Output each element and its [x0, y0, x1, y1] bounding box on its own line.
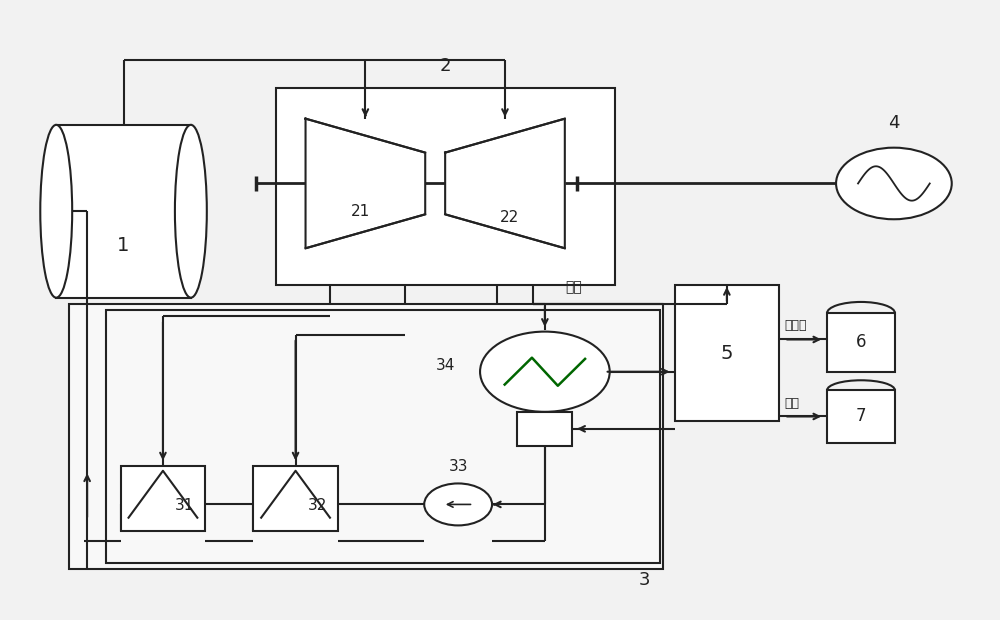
FancyBboxPatch shape	[69, 304, 663, 569]
Text: 蔭汽: 蔭汽	[565, 281, 582, 294]
Ellipse shape	[40, 125, 72, 298]
Text: 3: 3	[639, 572, 650, 590]
Text: 22: 22	[500, 210, 520, 225]
Text: 21: 21	[351, 204, 370, 219]
Text: 32: 32	[308, 498, 327, 513]
FancyBboxPatch shape	[121, 466, 205, 531]
Text: 冷凝水: 冷凝水	[784, 319, 807, 332]
Text: 31: 31	[175, 498, 194, 513]
Circle shape	[836, 148, 952, 219]
FancyBboxPatch shape	[827, 313, 895, 372]
Text: 6: 6	[856, 334, 866, 352]
Text: 34: 34	[436, 358, 455, 373]
FancyBboxPatch shape	[675, 285, 779, 421]
Ellipse shape	[175, 125, 207, 298]
FancyBboxPatch shape	[517, 412, 572, 446]
FancyBboxPatch shape	[827, 390, 895, 443]
Text: 蔭汽: 蔭汽	[784, 397, 799, 410]
Circle shape	[480, 332, 610, 412]
Polygon shape	[445, 118, 565, 248]
Circle shape	[424, 484, 492, 525]
Polygon shape	[306, 118, 425, 248]
Text: 5: 5	[721, 343, 733, 363]
Text: 7: 7	[856, 407, 866, 425]
FancyBboxPatch shape	[276, 88, 615, 285]
Text: 1: 1	[117, 236, 130, 255]
Text: 33: 33	[448, 459, 468, 474]
FancyBboxPatch shape	[253, 466, 338, 531]
Text: 4: 4	[888, 114, 900, 132]
Text: 2: 2	[439, 58, 451, 76]
FancyBboxPatch shape	[56, 125, 191, 298]
